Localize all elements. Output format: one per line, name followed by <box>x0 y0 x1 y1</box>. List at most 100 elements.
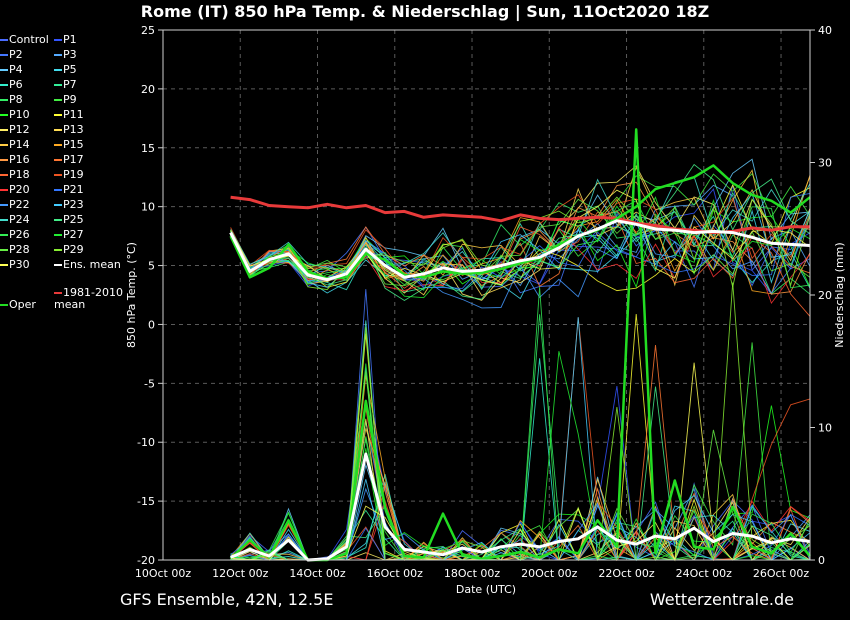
member-precip-line <box>230 375 810 561</box>
legend-swatch <box>0 69 8 71</box>
site-label: Wetterzentrale.de <box>649 590 794 609</box>
legend-swatch <box>0 204 8 206</box>
y-tick-label-left: -15 <box>137 495 155 508</box>
legend-label: P13 <box>63 123 84 136</box>
legend-swatch <box>0 174 8 176</box>
legend-label: P26 <box>9 228 30 241</box>
legend-label: P9 <box>63 93 77 106</box>
legend-swatch <box>54 144 62 146</box>
legend-label: Ens. mean <box>63 258 121 271</box>
legend-label: P8 <box>9 93 23 106</box>
x-tick-label: 14Oct 00z <box>289 567 346 580</box>
member-temp-line <box>230 200 811 291</box>
legend-label: P15 <box>63 138 84 151</box>
legend-swatch <box>54 99 62 101</box>
legend-swatch <box>54 249 62 251</box>
x-tick-label: 26Oct 00z <box>753 567 810 580</box>
legend-swatch <box>54 129 62 131</box>
member-temp-line <box>230 212 811 294</box>
legend-swatch <box>54 114 62 116</box>
x-tick-label: 20Oct 00z <box>521 567 578 580</box>
legend-swatch <box>54 159 62 161</box>
legend-label: P29 <box>63 243 84 256</box>
legend-label: Oper <box>9 298 36 311</box>
legend-item: P9 <box>54 93 77 107</box>
legend-item: P25 <box>54 213 84 227</box>
legend-swatch <box>54 234 62 236</box>
series-ens-mean-temp <box>229 219 811 282</box>
member-temp-line <box>230 174 811 295</box>
legend-label: P22 <box>9 198 30 211</box>
axes: 10Oct 00z 12Oct 00z 14Oct 00z 16Oct 00z 18Oc… <box>135 24 832 580</box>
legend-swatch <box>54 39 62 41</box>
legend-item: P23 <box>54 198 84 212</box>
legend-label: P20 <box>9 183 30 196</box>
legend-item: P13 <box>54 123 84 137</box>
member-temp-line <box>230 196 811 299</box>
member-temp-line <box>230 194 811 276</box>
chart-title: Rome (IT) 850 hPa Temp. & Niederschlag |… <box>140 2 710 21</box>
legend-label: P1 <box>63 33 77 46</box>
legend-item: 1981-2010 mean <box>54 287 124 315</box>
legend-item: P16 <box>0 153 30 167</box>
legend-label: P27 <box>63 228 84 241</box>
y-tick-label-right: 40 <box>818 24 832 37</box>
legend-swatch <box>0 84 8 86</box>
member-temp-line <box>230 196 811 291</box>
legend-item: P7 <box>54 78 77 92</box>
member-temp-line <box>230 173 811 289</box>
legend-swatch <box>0 234 8 236</box>
legend-swatch <box>0 189 8 191</box>
legend-item: P15 <box>54 138 84 152</box>
legend-label: P10 <box>9 108 30 121</box>
member-temp-line <box>230 165 811 301</box>
legend-item: P10 <box>0 108 30 122</box>
x-axis-label: Date (UTC) <box>456 583 516 596</box>
y-tick-label-left: -20 <box>137 554 155 567</box>
y-axis-left-label: 850 hPa Temp. (°C) <box>125 242 138 348</box>
legend-item: Control <box>0 33 49 47</box>
y-tick-label-right: 10 <box>818 422 832 435</box>
legend-item: P4 <box>0 63 23 77</box>
y-tick-label-left: 20 <box>141 83 155 96</box>
legend-item: P22 <box>0 198 30 212</box>
legend-label: P11 <box>63 108 84 121</box>
x-tick-label: 16Oct 00z <box>367 567 424 580</box>
legend-item: P26 <box>0 228 30 242</box>
legend-item: P3 <box>54 48 77 62</box>
member-temp-line <box>230 209 811 300</box>
legend-item: P14 <box>0 138 30 152</box>
legend-item: P29 <box>54 243 84 257</box>
legend-label: P7 <box>63 78 77 91</box>
legend-swatch <box>0 219 8 221</box>
legend-label: P2 <box>9 48 23 61</box>
legend-swatch <box>0 99 8 101</box>
member-temp-line <box>230 163 811 302</box>
y-tick-label-left: 10 <box>141 201 155 214</box>
x-tick-label: 22Oct 00z <box>598 567 655 580</box>
legend-swatch <box>0 264 8 266</box>
y-tick-label-left: 25 <box>141 24 155 37</box>
legend-item: P1 <box>54 33 77 47</box>
legend-label: P12 <box>9 123 30 136</box>
y-tick-label-right: 20 <box>818 289 832 302</box>
legend-item: P27 <box>54 228 84 242</box>
legend-item: P17 <box>54 153 84 167</box>
legend-swatch <box>0 129 8 131</box>
legend-label: P18 <box>9 168 30 181</box>
legend-swatch <box>0 159 8 161</box>
member-temp-line <box>230 198 811 287</box>
y-axis-right-label: Niederschlag (mm) <box>833 242 846 347</box>
legend-swatch <box>0 144 8 146</box>
y-tick-label-right: 30 <box>818 157 832 170</box>
legend-swatch <box>0 249 8 251</box>
legend-item: P8 <box>0 93 23 107</box>
legend-swatch <box>54 84 62 86</box>
legend-swatch <box>0 39 8 41</box>
legend-label: P19 <box>63 168 84 181</box>
legend-item: P24 <box>0 213 30 227</box>
legend-label: P17 <box>63 153 84 166</box>
series-ens-mean-precip <box>230 452 811 562</box>
legend-item: P20 <box>0 183 30 197</box>
legend-swatch <box>54 219 62 221</box>
